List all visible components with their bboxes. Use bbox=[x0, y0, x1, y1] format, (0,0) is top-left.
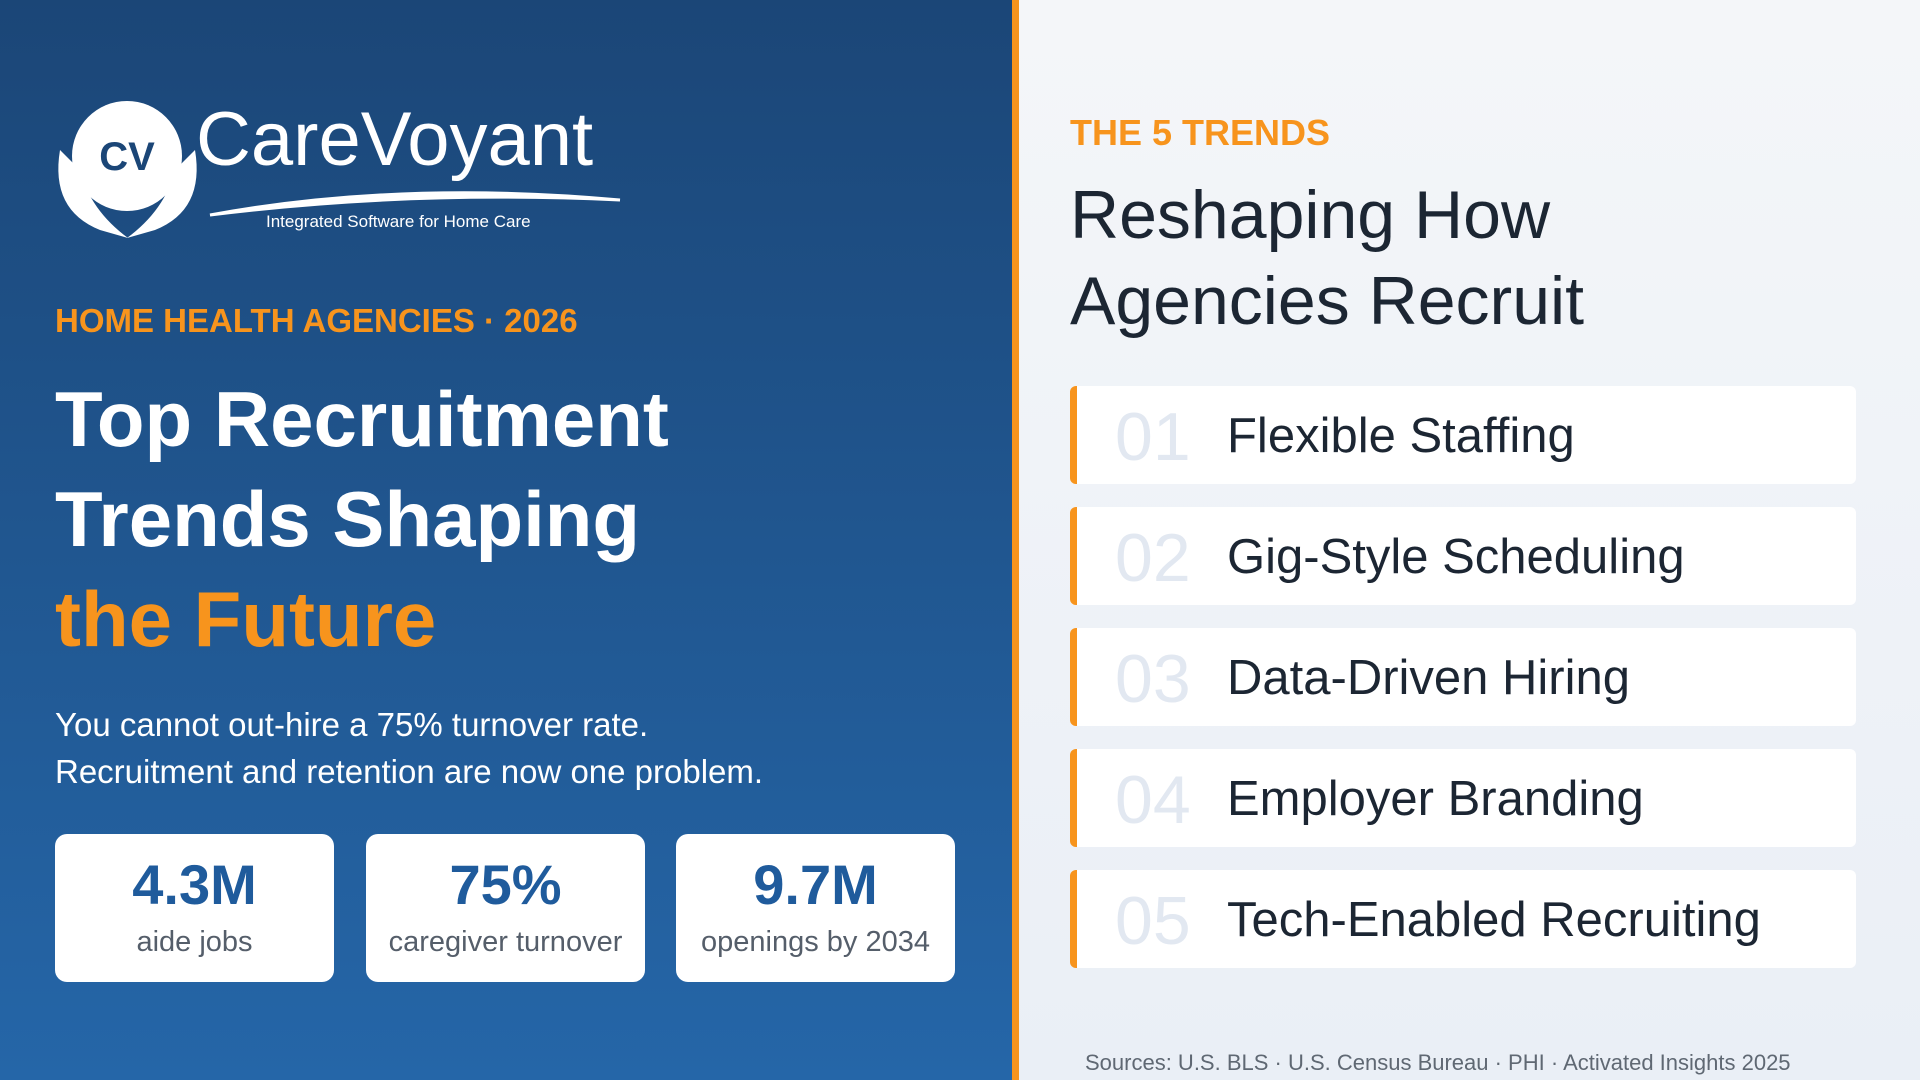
trend-card: 02 Gig-Style Scheduling bbox=[1070, 507, 1856, 605]
divider bbox=[1012, 0, 1019, 1080]
trend-card: 01 Flexible Staffing bbox=[1070, 386, 1856, 484]
description-line: Recruitment and retention are now one pr… bbox=[55, 753, 764, 790]
heading-line: Agencies Recruit bbox=[1070, 263, 1585, 339]
trend-card: 03 Data-Driven Hiring bbox=[1070, 628, 1856, 726]
trend-number: 02 bbox=[1115, 520, 1191, 596]
eyebrow: HOME HEALTH AGENCIES · 2026 bbox=[55, 302, 578, 339]
logo-mark: CV bbox=[99, 135, 155, 179]
trend-number: 05 bbox=[1115, 883, 1191, 959]
trend-label: Gig-Style Scheduling bbox=[1227, 530, 1685, 584]
trend-label: Data-Driven Hiring bbox=[1227, 651, 1631, 705]
eyebrow: THE 5 TRENDS bbox=[1070, 112, 1331, 153]
stat-label: aide jobs bbox=[136, 926, 253, 958]
stat-card: 9.7M openings by 2034 bbox=[676, 834, 955, 982]
logo-swoosh bbox=[209, 191, 621, 217]
sources: Sources: U.S. BLS · U.S. Census Bureau ·… bbox=[1085, 1050, 1791, 1075]
logo-name: CareVoyant bbox=[196, 97, 593, 182]
trend-card: 04 Employer Branding bbox=[1070, 749, 1856, 847]
logo: CV CareVoyant Integrated Software for Ho… bbox=[58, 97, 621, 238]
stat-value: 75% bbox=[449, 853, 562, 916]
trend-number: 04 bbox=[1115, 762, 1191, 838]
stat-label: caregiver turnover bbox=[388, 926, 623, 958]
trend-label: Employer Branding bbox=[1227, 772, 1644, 826]
trend-card: 05 Tech-Enabled Recruiting bbox=[1070, 870, 1856, 968]
title-line: the Future bbox=[55, 575, 437, 663]
stat-card: 4.3M aide jobs bbox=[55, 834, 334, 982]
logo-circle bbox=[72, 101, 182, 211]
title-line: Top Recruitment bbox=[55, 375, 669, 463]
heading-line: Reshaping How bbox=[1070, 177, 1551, 253]
logo-tagline: Integrated Software for Home Care bbox=[266, 212, 531, 231]
left-panel: CV CareVoyant Integrated Software for Ho… bbox=[0, 0, 1012, 1080]
trend-number: 03 bbox=[1115, 641, 1191, 717]
title-line: Trends Shaping bbox=[55, 475, 641, 563]
trend-label: Flexible Staffing bbox=[1227, 409, 1575, 463]
stat-label: openings by 2034 bbox=[701, 926, 930, 958]
stat-value: 4.3M bbox=[132, 853, 257, 916]
stat-card: 75% caregiver turnover bbox=[366, 834, 645, 982]
trend-label: Tech-Enabled Recruiting bbox=[1227, 893, 1761, 947]
description-line: You cannot out-hire a 75% turnover rate. bbox=[55, 706, 649, 743]
stat-value: 9.7M bbox=[753, 853, 878, 916]
trend-number: 01 bbox=[1115, 399, 1191, 475]
